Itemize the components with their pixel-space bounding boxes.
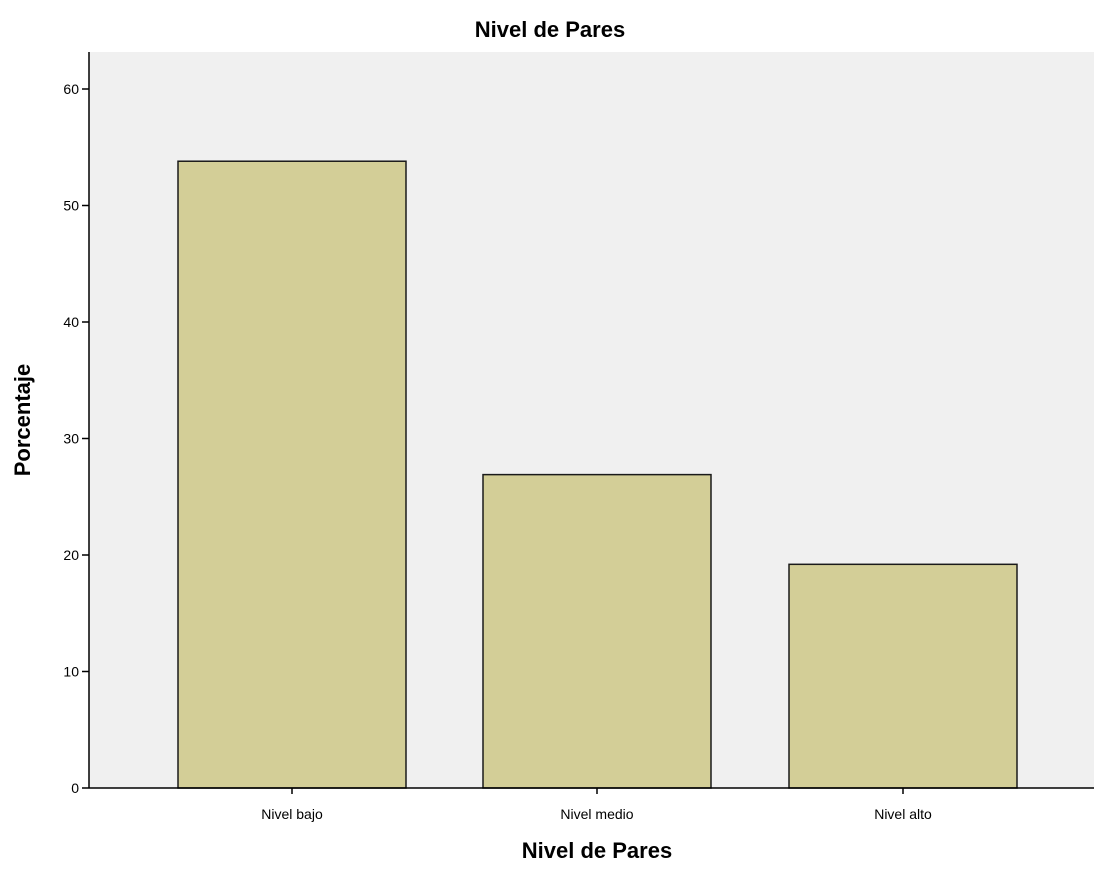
x-tick-label: Nivel alto [874, 806, 932, 822]
x-tick-label: Nivel medio [560, 806, 633, 822]
y-tick-label: 20 [63, 547, 79, 563]
bar-nivel-alto [788, 563, 1018, 789]
axes-group: 0 10 20 30 40 50 60 Nivel bajo Nivel medio Nivel … [63, 52, 1094, 822]
y-tick-label: 0 [71, 780, 79, 796]
y-tick-label: 60 [63, 81, 79, 97]
bar-nivel-medio [482, 473, 712, 789]
y-tick-label: 50 [63, 198, 79, 214]
x-tick-label: Nivel bajo [261, 806, 323, 822]
y-tick-label: 40 [63, 314, 79, 330]
y-tick-label: 10 [63, 664, 79, 680]
bar-nivel-bajo [177, 160, 407, 789]
x-axis-title: Nivel de Pares [522, 838, 672, 863]
y-axis-title: Porcentaje [10, 364, 35, 477]
y-tick-label: 30 [63, 431, 79, 447]
chart-title: Nivel de Pares [475, 17, 625, 42]
bars-group [177, 160, 1018, 789]
